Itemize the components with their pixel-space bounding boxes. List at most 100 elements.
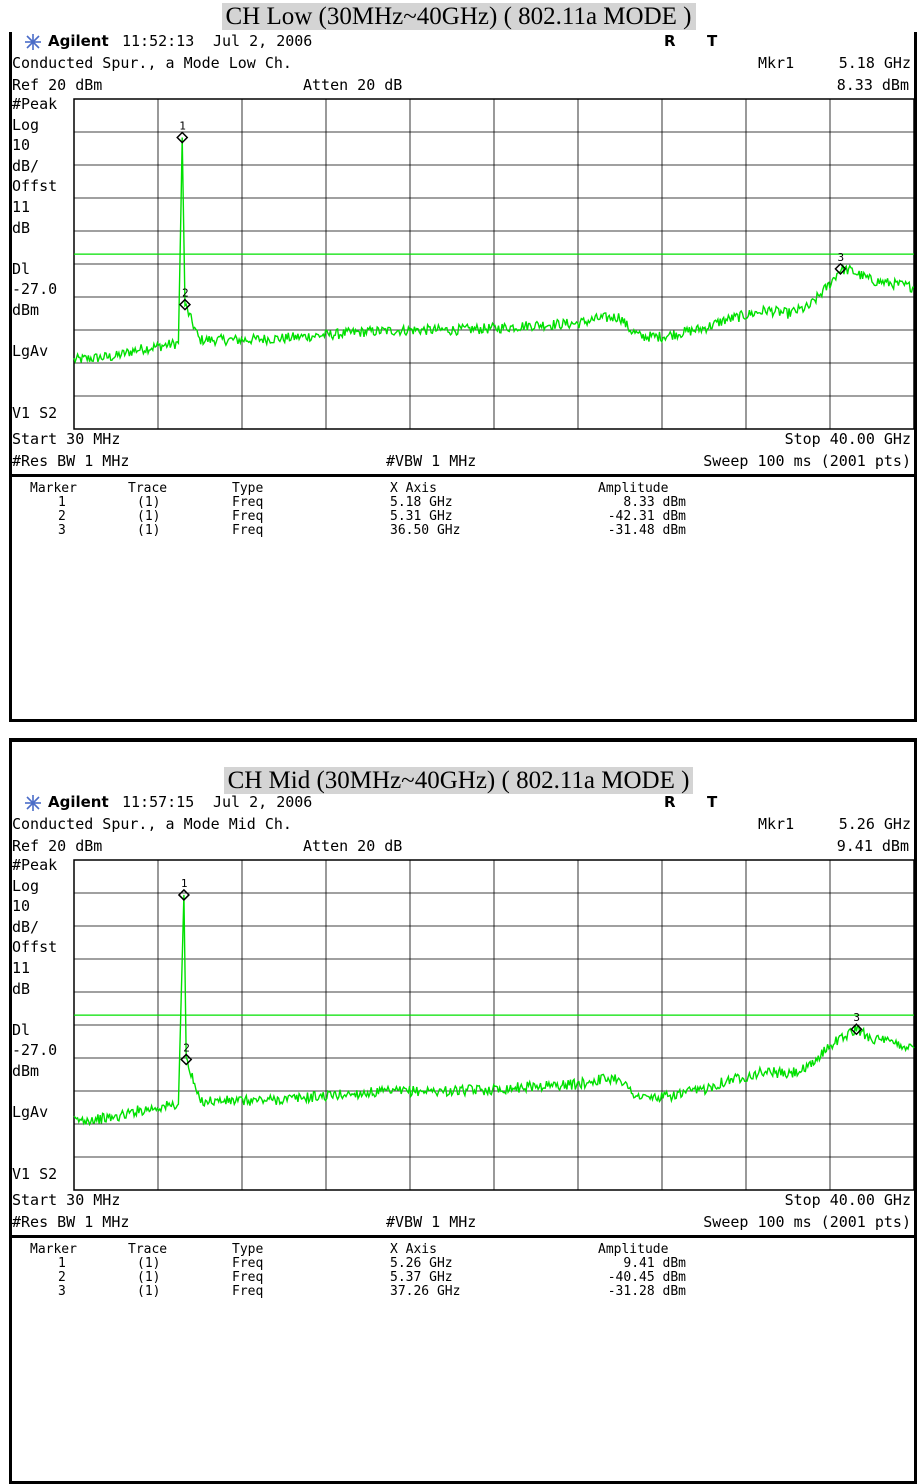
ref-level: Ref 20 dBm: [12, 76, 103, 94]
table-cell: Freq: [232, 1270, 264, 1285]
agilent-logo-icon: [25, 34, 41, 50]
spectrum-plot-mid: 1 2 3: [73, 859, 915, 1191]
status-r: R: [664, 32, 676, 50]
status-t: T: [707, 32, 718, 50]
marker-1-diamond: [176, 131, 189, 144]
status-t: T: [707, 793, 718, 811]
table-cell: 5.37 GHz: [390, 1270, 453, 1285]
table-cell: 1: [58, 1256, 66, 1271]
trace-line: [73, 894, 915, 1127]
marker-2-label: 2: [182, 287, 189, 300]
vbw: #VBW 1 MHz: [386, 1213, 477, 1231]
marker-2-diamond: [178, 298, 192, 311]
table-header: Type: [232, 481, 264, 496]
side-label: #Peak: [12, 95, 58, 113]
side-label: Log: [12, 876, 40, 895]
table-header: Amplitude: [598, 1242, 669, 1257]
table-cell: (1): [137, 1256, 161, 1271]
side-label: LgAv: [12, 1103, 49, 1122]
table-cell: (1): [137, 495, 161, 510]
table-header: Marker: [30, 481, 77, 496]
marker-readout-label: Mkr1: [758, 815, 795, 833]
table-cell: 3: [58, 1284, 66, 1299]
table-cell: 9.41 dBm: [623, 1256, 686, 1271]
analyzer-content-mid: Agilent 11:57:15 Jul 2, 2006 R T Conduct…: [0, 793, 917, 1484]
brand-label: Agilent: [48, 32, 109, 50]
table-header: X Axis: [390, 1242, 437, 1257]
marker-readout-amp: 8.33 dBm: [836, 76, 909, 94]
panel-top-border: [9, 738, 917, 742]
agilent-logo-icon: [25, 795, 41, 811]
side-label: 11: [12, 198, 31, 216]
table-cell: Freq: [232, 1284, 264, 1299]
attenuation: Atten 20 dB: [303, 76, 403, 94]
trace-line: [73, 137, 915, 364]
table-cell: Freq: [232, 495, 264, 510]
timestamp-date: Jul 2, 2006: [213, 32, 313, 50]
table-cell: 37.26 GHz: [390, 1284, 461, 1299]
spectrum-plot-low: 1 2 3: [73, 98, 915, 430]
start-frequency: Start 30 MHz: [12, 430, 121, 448]
side-label: Offst: [12, 938, 58, 957]
timestamp-time: 11:57:15: [122, 793, 195, 811]
table-cell: -31.28 dBm: [607, 1284, 686, 1299]
measurement-title: Conducted Spur., a Mode Mid Ch.: [12, 815, 292, 833]
table-cell: (1): [137, 1270, 161, 1285]
table-cell: Freq: [232, 509, 264, 524]
side-label: V1 S2: [12, 404, 58, 422]
chart-title-mid: CH Mid (30MHz~40GHz) ( 802.11a MODE ): [0, 766, 917, 796]
res-bw: #Res BW 1 MHz: [12, 1213, 130, 1231]
table-cell: Freq: [232, 1256, 264, 1271]
table-cell: -31.48 dBm: [607, 523, 686, 538]
panel-frame: [9, 32, 917, 722]
table-cell: (1): [137, 509, 161, 524]
table-header: Trace: [128, 481, 168, 496]
table-cell: 5.26 GHz: [390, 1256, 453, 1271]
side-label: Dl: [12, 1020, 31, 1039]
table-cell: 2: [58, 509, 66, 524]
table-cell: Freq: [232, 523, 264, 538]
table-header: Type: [232, 1242, 264, 1257]
stop-frequency: Stop 40.00 GHz: [784, 430, 911, 448]
panel-frame: [9, 738, 917, 1484]
table-header: X Axis: [390, 481, 437, 496]
side-label: -27.0: [12, 1041, 58, 1060]
side-label: dBm: [12, 1062, 40, 1080]
side-label: Offst: [12, 177, 58, 196]
timestamp-date: Jul 2, 2006: [213, 793, 313, 811]
chart-title-low: CH Low (30MHz~40GHz) ( 802.11a MODE ): [0, 2, 917, 32]
side-label: #Peak: [12, 856, 58, 874]
side-label: LgAv: [12, 342, 49, 361]
analyzer-panel-low: Agilent 11:52:13 Jul 2, 2006 R T Conduct…: [0, 32, 917, 722]
table-separator: [9, 1235, 917, 1238]
side-label: Dl: [12, 259, 31, 278]
marker-readout-label: Mkr1: [758, 54, 795, 72]
table-header: Marker: [30, 1242, 77, 1257]
side-label: V1 S2: [12, 1165, 58, 1183]
side-label: dB: [12, 218, 31, 237]
marker-3-label: 3: [853, 1011, 860, 1024]
table-cell: 36.50 GHz: [390, 523, 461, 538]
marker-1-diamond: [177, 888, 190, 902]
marker-2-diamond: [180, 1053, 193, 1066]
marker-1-label: 1: [181, 877, 188, 890]
vbw: #VBW 1 MHz: [386, 452, 477, 470]
marker-3-diamond: [834, 262, 847, 275]
side-label: 10: [12, 897, 31, 916]
table-cell: (1): [137, 1284, 161, 1299]
side-label: dB: [12, 979, 31, 998]
attenuation: Atten 20 dB: [303, 837, 403, 855]
table-cell: -40.45 dBm: [607, 1270, 686, 1285]
ref-level: Ref 20 dBm: [12, 837, 103, 855]
table-separator: [9, 474, 917, 477]
marker-readout-freq: 5.26 GHz: [838, 815, 911, 833]
table-cell: 5.18 GHz: [390, 495, 453, 510]
table-cell: 8.33 dBm: [623, 495, 686, 510]
res-bw: #Res BW 1 MHz: [12, 452, 130, 470]
side-label: 11: [12, 959, 31, 977]
side-label: dB/: [12, 156, 40, 175]
table-cell: 5.31 GHz: [390, 509, 453, 524]
table-cell: (1): [137, 523, 161, 538]
side-label: dB/: [12, 917, 40, 936]
side-label: Log: [12, 115, 40, 134]
